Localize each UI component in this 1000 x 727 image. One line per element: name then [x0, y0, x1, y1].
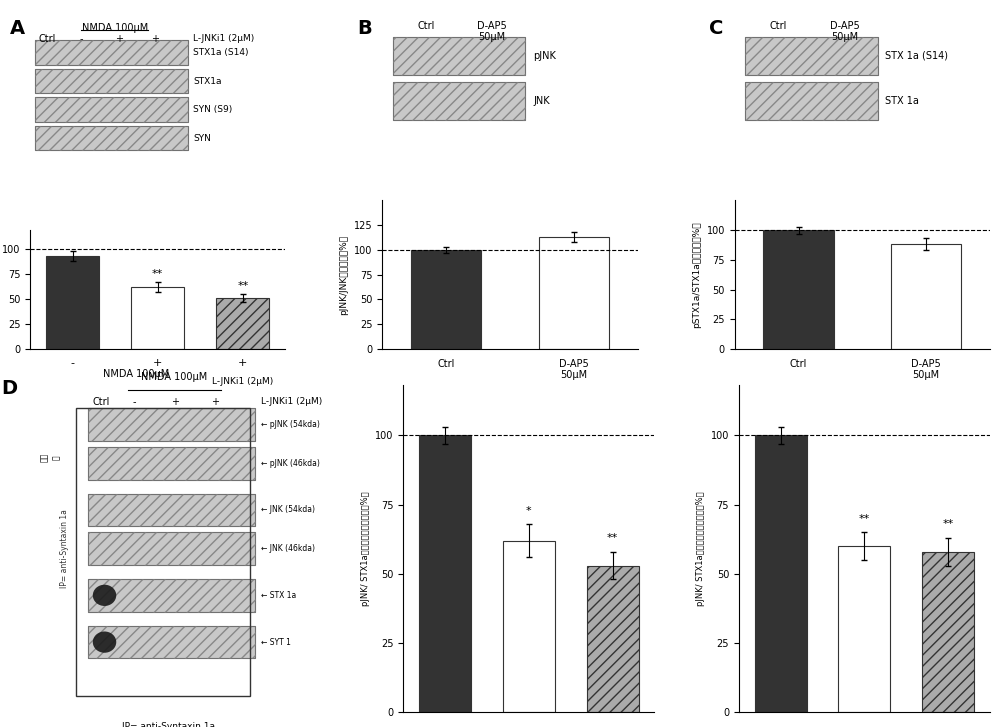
FancyBboxPatch shape: [88, 408, 255, 441]
FancyBboxPatch shape: [393, 82, 525, 121]
Bar: [755, 435, 807, 712]
Text: 50μM: 50μM: [831, 32, 858, 42]
Bar: [131, 286, 184, 349]
Text: ← JNK (54kda): ← JNK (54kda): [261, 505, 315, 515]
Text: Ctrl: Ctrl: [92, 397, 110, 407]
Y-axis label: pSTX1a/STX1a比例（增加%）: pSTX1a/STX1a比例（增加%）: [692, 221, 701, 328]
Y-axis label: pJNK/ STX1a比例（相对本底的增加%）: pJNK/ STX1a比例（相对本底的增加%）: [361, 491, 370, 606]
Text: 输入: 输入: [40, 453, 49, 462]
Text: **: **: [859, 514, 870, 524]
Text: D-AP5: D-AP5: [830, 20, 859, 31]
Bar: [46, 255, 99, 349]
Text: **: **: [152, 269, 163, 278]
FancyBboxPatch shape: [35, 126, 188, 150]
Text: *: *: [526, 505, 532, 515]
Text: +: +: [153, 358, 162, 368]
FancyBboxPatch shape: [88, 494, 255, 526]
Bar: [503, 541, 555, 712]
Text: L-JNKi1 (2μM): L-JNKi1 (2μM): [261, 397, 322, 406]
Bar: [763, 230, 834, 349]
Text: C: C: [709, 20, 724, 39]
Text: ← pJNK (54kda): ← pJNK (54kda): [261, 420, 320, 429]
Text: A: A: [10, 19, 25, 38]
Text: +: +: [171, 397, 179, 407]
Bar: [587, 566, 639, 712]
Text: D: D: [1, 379, 17, 398]
Y-axis label: pJNK/JNK比例（增加%）: pJNK/JNK比例（增加%）: [339, 235, 348, 315]
Bar: [891, 244, 961, 349]
FancyBboxPatch shape: [88, 447, 255, 480]
Text: IP= anti-Syntaxin 1a: IP= anti-Syntaxin 1a: [122, 722, 215, 727]
Text: **: **: [943, 520, 954, 529]
FancyBboxPatch shape: [745, 37, 878, 75]
Text: -: -: [71, 358, 75, 368]
Text: -: -: [79, 34, 83, 44]
Bar: [539, 237, 609, 349]
Text: JNK: JNK: [533, 97, 550, 106]
FancyBboxPatch shape: [88, 626, 255, 659]
Text: IP= anti-Syntaxin 1a: IP= anti-Syntaxin 1a: [60, 510, 69, 588]
Bar: [216, 298, 269, 349]
Text: STX1a: STX1a: [193, 76, 222, 86]
Text: SYN (S9): SYN (S9): [193, 105, 233, 114]
FancyBboxPatch shape: [35, 40, 188, 65]
Text: Ctrl: Ctrl: [417, 20, 434, 31]
Text: -: -: [133, 397, 136, 407]
Bar: [922, 552, 974, 712]
Text: ← SYT 1: ← SYT 1: [261, 638, 291, 646]
FancyBboxPatch shape: [393, 37, 525, 75]
Text: pJNK: pJNK: [533, 51, 556, 61]
Text: 50μM: 50μM: [479, 32, 506, 42]
Text: +: +: [238, 358, 247, 368]
Text: NMDA 100μM: NMDA 100μM: [82, 23, 148, 33]
Text: **: **: [237, 281, 248, 291]
Text: L-JNKi1 (2μM): L-JNKi1 (2μM): [193, 34, 255, 43]
Text: Ctrl: Ctrl: [39, 34, 56, 44]
FancyBboxPatch shape: [88, 532, 255, 565]
Bar: [838, 546, 890, 712]
Text: L-JNKi1 (2μM): L-JNKi1 (2μM): [212, 377, 273, 386]
Text: STX 1a (S14): STX 1a (S14): [885, 51, 948, 61]
FancyBboxPatch shape: [35, 69, 188, 94]
FancyBboxPatch shape: [88, 579, 255, 611]
Text: ← STX 1a: ← STX 1a: [261, 591, 296, 600]
Text: B: B: [357, 20, 372, 39]
Text: NMDA 100μM: NMDA 100μM: [141, 372, 208, 382]
Text: ← pJNK (46kda): ← pJNK (46kda): [261, 459, 320, 467]
Ellipse shape: [93, 585, 116, 606]
Text: **: **: [607, 534, 618, 543]
Text: 抗: 抗: [51, 455, 60, 459]
Text: D-AP5: D-AP5: [477, 20, 507, 31]
Text: +: +: [151, 34, 159, 44]
Text: +: +: [115, 34, 123, 44]
Text: STX1a (S14): STX1a (S14): [193, 48, 249, 57]
Ellipse shape: [93, 632, 116, 653]
Text: NMDA 100μM: NMDA 100μM: [103, 369, 170, 379]
Bar: [411, 250, 481, 349]
Text: STX 1a: STX 1a: [885, 97, 919, 106]
Text: ← JNK (46kda): ← JNK (46kda): [261, 544, 315, 553]
Text: +: +: [211, 397, 219, 407]
FancyBboxPatch shape: [745, 82, 878, 121]
FancyBboxPatch shape: [35, 97, 188, 122]
Text: SYN: SYN: [193, 134, 211, 142]
Text: Ctrl: Ctrl: [769, 20, 787, 31]
Y-axis label: pJNK/ STX1a比例（相对本底的增加%）: pJNK/ STX1a比例（相对本底的增加%）: [696, 491, 705, 606]
Bar: [419, 435, 471, 712]
